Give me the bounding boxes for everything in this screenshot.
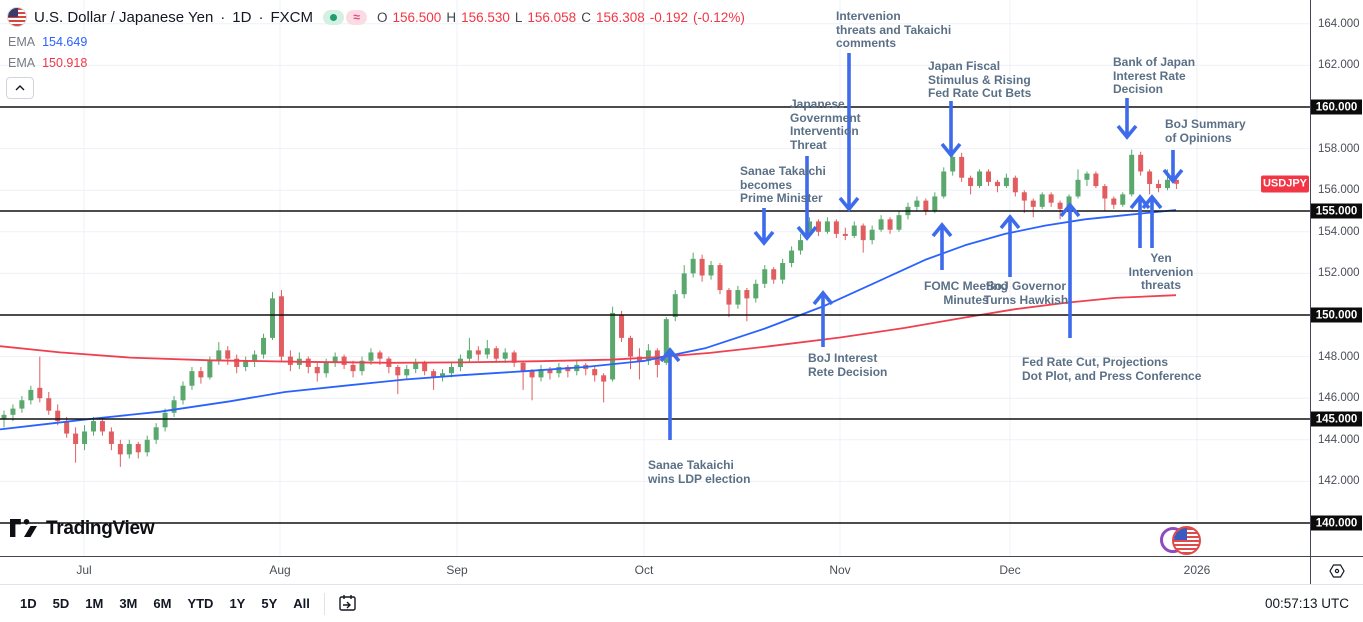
time-axis-label: Dec — [999, 563, 1021, 577]
range-button-6m[interactable]: 6M — [147, 591, 177, 616]
up-arrowhead-icon — [812, 290, 834, 306]
range-button-ytd[interactable]: YTD — [181, 591, 219, 616]
range-button-all[interactable]: All — [287, 591, 316, 616]
ohlc-readout: O 156.500 H 156.530 L 156.058 C 156.308 -0.1… — [377, 10, 745, 25]
clock-utc[interactable]: 00:57:13 UTC — [1264, 596, 1349, 611]
tradingview-logo[interactable]: TradingView — [10, 518, 155, 540]
us-flag-icon — [1172, 526, 1201, 555]
high-label: H — [446, 9, 457, 25]
down-arrowhead-icon — [1162, 168, 1184, 184]
interval-label[interactable]: 1D — [232, 8, 252, 26]
bottom-toolbar: 1D 5D 1M 3M 6M YTD 1Y 5Y All 00:57:13 UTC — [0, 584, 1363, 622]
candlestick-chart[interactable] — [0, 0, 1310, 556]
open-label: O — [376, 9, 388, 25]
down-arrowhead-icon — [796, 225, 818, 241]
scale-settings-icon — [1329, 563, 1345, 578]
toolbar-divider — [323, 592, 325, 615]
price-tick: 142.000 — [1318, 475, 1360, 488]
go-to-date-button[interactable] — [333, 591, 362, 616]
price-axis[interactable]: 164.000 162.000 158.000 156.000 154.000 152.0… — [1310, 0, 1363, 556]
tradingview-wordmark: TradingView — [46, 518, 155, 539]
price-tick: 162.000 — [1318, 59, 1360, 72]
approx-price-icon[interactable]: ≈ — [345, 9, 367, 25]
range-button-3m[interactable]: 3M — [113, 591, 143, 616]
time-axis-label: Oct — [634, 563, 654, 577]
ema-fast-line[interactable] — [0, 209, 1177, 431]
annotation-arrows-layer[interactable] — [659, 53, 1184, 440]
title-separator: · — [220, 8, 226, 26]
up-arrowhead-icon — [1141, 194, 1163, 210]
time-axis-label: Sep — [446, 563, 468, 577]
close-value: 156.308 — [595, 9, 645, 25]
indicator-value: 154.649 — [42, 34, 88, 49]
time-axis-label: Aug — [269, 563, 291, 577]
horizontal-line-drawings[interactable] — [0, 106, 1310, 524]
exchange-label[interactable]: FXCM — [270, 8, 313, 26]
range-button-5y[interactable]: 5Y — [255, 591, 283, 616]
low-value: 156.058 — [527, 9, 577, 25]
time-axis-label: Jul — [76, 563, 92, 577]
indicator-name: EMA — [8, 55, 36, 70]
key-level-price-label: 155.000 — [1311, 203, 1362, 219]
down-arrowhead-icon — [753, 230, 775, 246]
range-button-1y[interactable]: 1Y — [223, 591, 251, 616]
collapse-legend-button[interactable] — [6, 77, 34, 99]
date-range-buttons: 1D 5D 1M 3M 6M YTD 1Y 5Y All — [14, 591, 316, 616]
symbol-price-badge: USDJPY — [1261, 175, 1309, 193]
ema-slow-line[interactable] — [0, 294, 1177, 364]
market-open-dot-icon[interactable] — [322, 9, 344, 25]
up-arrowhead-icon — [931, 222, 953, 238]
price-tick: 164.000 — [1318, 17, 1360, 30]
close-label: C — [581, 9, 591, 25]
grid-layer — [0, 0, 1310, 556]
down-arrowhead-icon — [940, 142, 962, 158]
up-arrowhead-icon — [999, 214, 1021, 230]
price-scale-settings[interactable] — [1310, 557, 1363, 584]
us-flag-icon — [7, 7, 27, 27]
chevron-up-icon — [15, 85, 25, 91]
high-value: 156.530 — [461, 9, 510, 25]
range-button-1m[interactable]: 1M — [79, 591, 109, 616]
title-separator: · — [258, 8, 264, 26]
market-status-pills[interactable]: ≈ — [322, 9, 367, 25]
time-axis-label: 2026 — [1183, 563, 1211, 577]
up-arrowhead-icon — [659, 347, 681, 363]
chart-plot-area[interactable]: Sanae Takaichi wins LDP election BoJ Inter… — [0, 0, 1310, 556]
price-tick: 158.000 — [1318, 142, 1360, 155]
indicator-value: 150.918 — [42, 55, 88, 70]
key-level-price-label: 145.000 — [1311, 411, 1362, 427]
key-level-price-label: 140.000 — [1311, 515, 1362, 531]
indicator-row-ema[interactable]: EMA 150.918 — [8, 52, 87, 73]
change-value: -0.192 — [649, 9, 689, 25]
price-tick: 146.000 — [1318, 392, 1360, 405]
change-percent: (-0.12%) — [693, 9, 745, 25]
time-axis-label: Nov — [829, 563, 851, 577]
down-arrowhead-icon — [1116, 124, 1138, 140]
price-tick: 152.000 — [1318, 267, 1360, 280]
price-tick: 154.000 — [1318, 225, 1360, 238]
key-level-price-label: 150.000 — [1311, 307, 1362, 323]
indicator-row-ema[interactable]: EMA 154.649 — [8, 31, 87, 52]
currency-pair-logo — [1160, 526, 1206, 556]
indicator-legend: EMA 154.649 EMA 150.918 — [8, 31, 87, 73]
time-axis[interactable]: Jul Aug Sep Oct Nov Dec 2026 — [0, 556, 1363, 584]
price-tick: 156.000 — [1318, 184, 1360, 197]
indicator-name: EMA — [8, 34, 36, 49]
tradingview-logo-icon — [10, 519, 37, 537]
symbol-title[interactable]: U.S. Dollar / Japanese Yen — [34, 8, 214, 26]
open-value: 156.500 — [392, 9, 442, 25]
down-arrowhead-icon — [838, 196, 860, 212]
low-label: L — [514, 9, 523, 25]
chart-legend-header: U.S. Dollar / Japanese Yen · 1D · FXCM ≈… — [7, 7, 745, 27]
calendar-arrow-icon — [339, 595, 356, 611]
up-arrowhead-icon — [1059, 202, 1081, 218]
range-button-1d[interactable]: 1D — [14, 591, 43, 616]
price-tick: 144.000 — [1318, 433, 1360, 446]
range-button-5d[interactable]: 5D — [47, 591, 76, 616]
key-level-price-label: 160.000 — [1311, 99, 1362, 115]
price-tick: 148.000 — [1318, 350, 1360, 363]
